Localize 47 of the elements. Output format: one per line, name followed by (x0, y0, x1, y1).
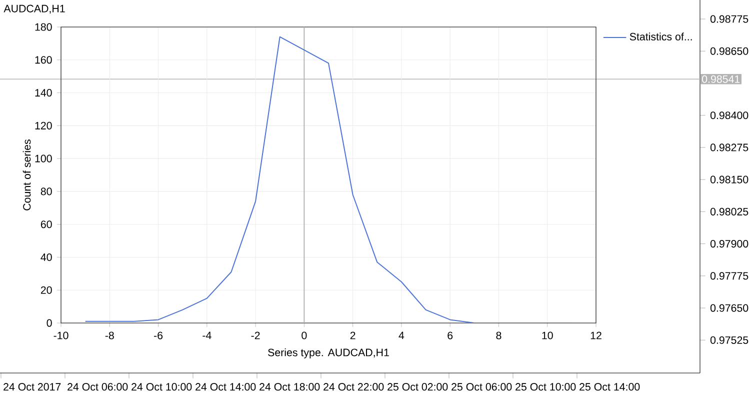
x-tick-label: -10 (54, 332, 68, 340)
y-tick-label: 0.97525 (710, 336, 748, 344)
x-tick-label: 24 Oct 18:00 (260, 383, 320, 391)
x-tick-label: 25 Oct 10:00 (516, 383, 576, 391)
x-tick-label: 8 (496, 332, 502, 340)
x-tick-label: 25 Oct 02:00 (388, 383, 448, 391)
y-tick-label: 0.98775 (710, 15, 748, 23)
x-tick-label: -8 (105, 332, 114, 340)
x-tick-label: 25 Oct 14:00 (580, 383, 640, 391)
y-axis-title: Count of series (22, 140, 31, 210)
chart-title: AUDCAD,H1 (4, 4, 65, 14)
y-tick-label: 160 (35, 56, 52, 64)
y-tick-label: 20 (40, 286, 52, 294)
legend-label: Statistics of... (630, 32, 692, 40)
y-tick-label: 0.98150 (710, 176, 748, 184)
y-tick-label: 0.97650 (710, 304, 748, 312)
y-tick-label: 0.98025 (710, 208, 748, 216)
x-tick-label: 24 Oct 14:00 (196, 383, 256, 391)
y-tick-label: 0.98400 (710, 112, 748, 120)
x-tick-label: -4 (202, 332, 212, 340)
x-tick-label: -6 (154, 332, 163, 340)
x-tick-label: 24 Oct 06:00 (68, 383, 128, 391)
y-tick-label: 40 (40, 253, 52, 261)
y-tick-label: 0.98275 (710, 144, 748, 152)
y-tick-label: 180 (35, 23, 52, 31)
x-tick-label: 24 Oct 22:00 (324, 383, 384, 391)
x-tick-label: 0 (302, 332, 307, 340)
x-tick-label: 12 (590, 332, 602, 340)
x-tick-label: -2 (251, 332, 260, 340)
y-tick-label: 0.98650 (710, 47, 748, 55)
x-axis-title: Series type. AUDCAD,H1 (268, 348, 389, 358)
y-tick-label: 60 (40, 220, 52, 228)
x-tick-label: 24 Oct 2017 (4, 383, 61, 391)
y-tick-label: 80 (40, 188, 52, 196)
y-tick-label: 140 (35, 89, 52, 97)
ref-line-label: 0.98541 (702, 75, 740, 83)
x-tick-label: 10 (542, 332, 553, 340)
x-tick-label: 25 Oct 06:00 (452, 383, 512, 391)
y-tick-label: 0 (46, 319, 52, 327)
x-tick-label: 6 (448, 332, 453, 340)
x-tick-label: 2 (350, 332, 356, 340)
x-tick-label: 24 Oct 10:00 (132, 383, 192, 391)
y-tick-label: 0.97775 (710, 272, 748, 280)
y-tick-label: 0.97900 (710, 240, 748, 248)
x-tick-label: 4 (398, 332, 404, 340)
y-tick-label: 120 (35, 122, 52, 130)
y-tick-label: 100 (35, 154, 52, 162)
